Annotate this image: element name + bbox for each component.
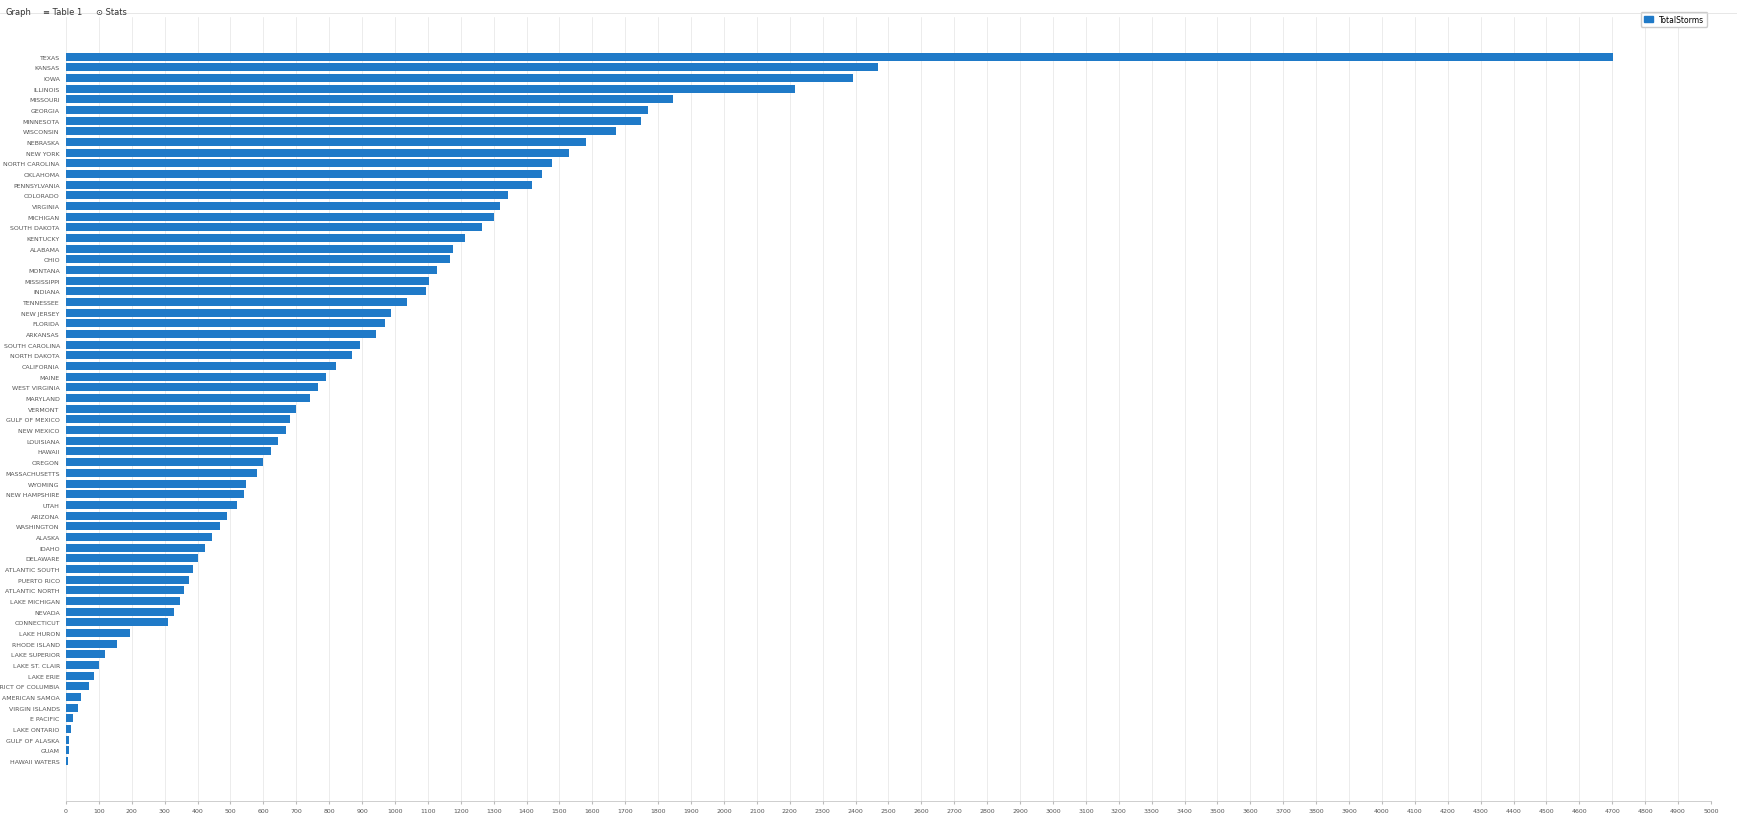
Bar: [66, 490, 243, 499]
Bar: [66, 213, 495, 222]
Bar: [66, 629, 130, 637]
Bar: [66, 235, 466, 243]
Bar: [66, 320, 386, 328]
Bar: [66, 555, 198, 562]
Bar: [66, 246, 453, 254]
Bar: [66, 459, 262, 466]
Bar: [66, 342, 360, 349]
Bar: [66, 299, 406, 307]
Bar: [66, 394, 309, 403]
Bar: [66, 650, 106, 658]
Bar: [66, 224, 481, 232]
Bar: [66, 586, 184, 595]
Bar: [66, 576, 189, 584]
Bar: [66, 288, 426, 296]
Text: Graph: Graph: [5, 8, 31, 17]
Bar: [66, 523, 221, 531]
Bar: [66, 736, 69, 743]
Bar: [66, 384, 318, 392]
Bar: [66, 597, 179, 605]
Bar: [66, 160, 552, 168]
Bar: [66, 672, 94, 680]
Bar: [66, 682, 89, 691]
Bar: [66, 693, 82, 701]
Bar: [66, 608, 174, 616]
Bar: [66, 619, 168, 626]
Bar: [66, 139, 585, 147]
Bar: [66, 416, 290, 424]
Text: ⊙ Stats: ⊙ Stats: [96, 8, 127, 17]
Bar: [66, 182, 532, 189]
Bar: [66, 661, 99, 669]
Bar: [66, 150, 570, 158]
Bar: [66, 448, 271, 456]
Bar: [66, 352, 353, 360]
Bar: [66, 469, 257, 477]
Bar: [66, 267, 438, 275]
Bar: [66, 512, 228, 520]
Bar: [66, 309, 391, 318]
Bar: [66, 373, 327, 381]
Bar: [66, 75, 853, 83]
Bar: [66, 565, 193, 573]
Bar: [66, 107, 648, 115]
Bar: [66, 437, 278, 445]
Text: ≡ Table 1: ≡ Table 1: [43, 8, 83, 17]
Bar: [66, 86, 796, 93]
Bar: [66, 533, 212, 541]
Bar: [66, 405, 297, 414]
Bar: [66, 427, 287, 435]
Bar: [66, 331, 375, 339]
Bar: [66, 128, 617, 136]
Bar: [66, 746, 69, 754]
Bar: [66, 54, 1612, 62]
Bar: [66, 65, 877, 72]
Bar: [66, 192, 509, 200]
Bar: [66, 544, 205, 552]
Bar: [66, 256, 450, 264]
Bar: [66, 203, 500, 211]
Bar: [66, 363, 335, 370]
Bar: [66, 117, 641, 126]
Bar: [66, 278, 429, 285]
Bar: [66, 704, 78, 712]
Bar: [66, 501, 236, 509]
Bar: [66, 171, 542, 179]
Bar: [66, 480, 247, 488]
Bar: [66, 96, 674, 104]
Bar: [66, 640, 116, 648]
Bar: [66, 725, 71, 733]
Bar: [66, 715, 73, 722]
Legend: TotalStorms: TotalStorms: [1641, 12, 1707, 27]
